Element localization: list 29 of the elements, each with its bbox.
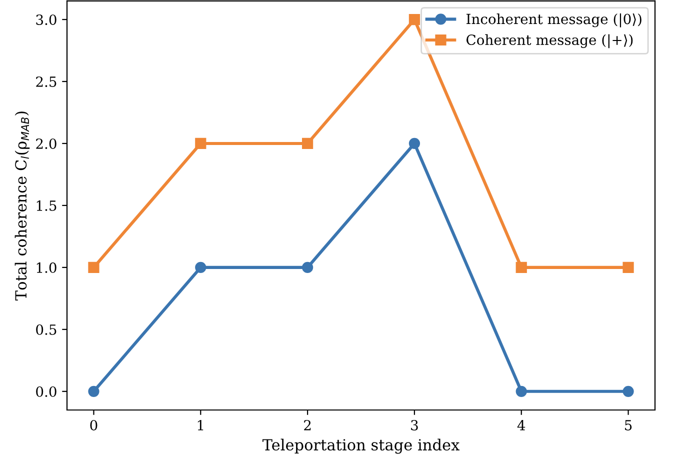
point — [88, 262, 100, 273]
point — [302, 262, 314, 273]
point — [195, 262, 206, 273]
legend-label: Coherent message (|+⟩) — [466, 34, 633, 48]
x-tick-label: 2 — [304, 420, 311, 430]
x-tick-label: 0 — [90, 420, 98, 430]
point — [516, 262, 527, 273]
y-tick-label: 0.5 — [36, 324, 56, 335]
point — [88, 386, 100, 397]
y-tick-label: 2.0 — [36, 138, 56, 149]
point — [408, 138, 420, 150]
y-tick-label: 3.0 — [36, 14, 56, 25]
y-tick-label: 0.0 — [36, 386, 56, 397]
y-tick-label: 2.5 — [36, 76, 56, 87]
point — [302, 138, 314, 150]
legend-label: Incoherent message (|0⟩) — [466, 13, 642, 28]
y-tick-label: 1.0 — [36, 262, 56, 273]
point — [408, 14, 420, 26]
x-axis-title: Teleportation stage index — [262, 438, 460, 454]
point — [622, 386, 634, 397]
x-tick-label: 5 — [625, 420, 632, 430]
x-tick-label: 3 — [411, 420, 418, 430]
x-tick-label: 1 — [198, 420, 204, 430]
y-axis-title: Total coherence C$_{l}$(ρ$_{MAB}$) — [14, 112, 30, 300]
point — [195, 138, 206, 150]
point — [516, 386, 527, 397]
x-tick-label: 4 — [517, 420, 526, 430]
point — [622, 262, 634, 273]
y-tick-label: 1.5 — [36, 200, 56, 211]
